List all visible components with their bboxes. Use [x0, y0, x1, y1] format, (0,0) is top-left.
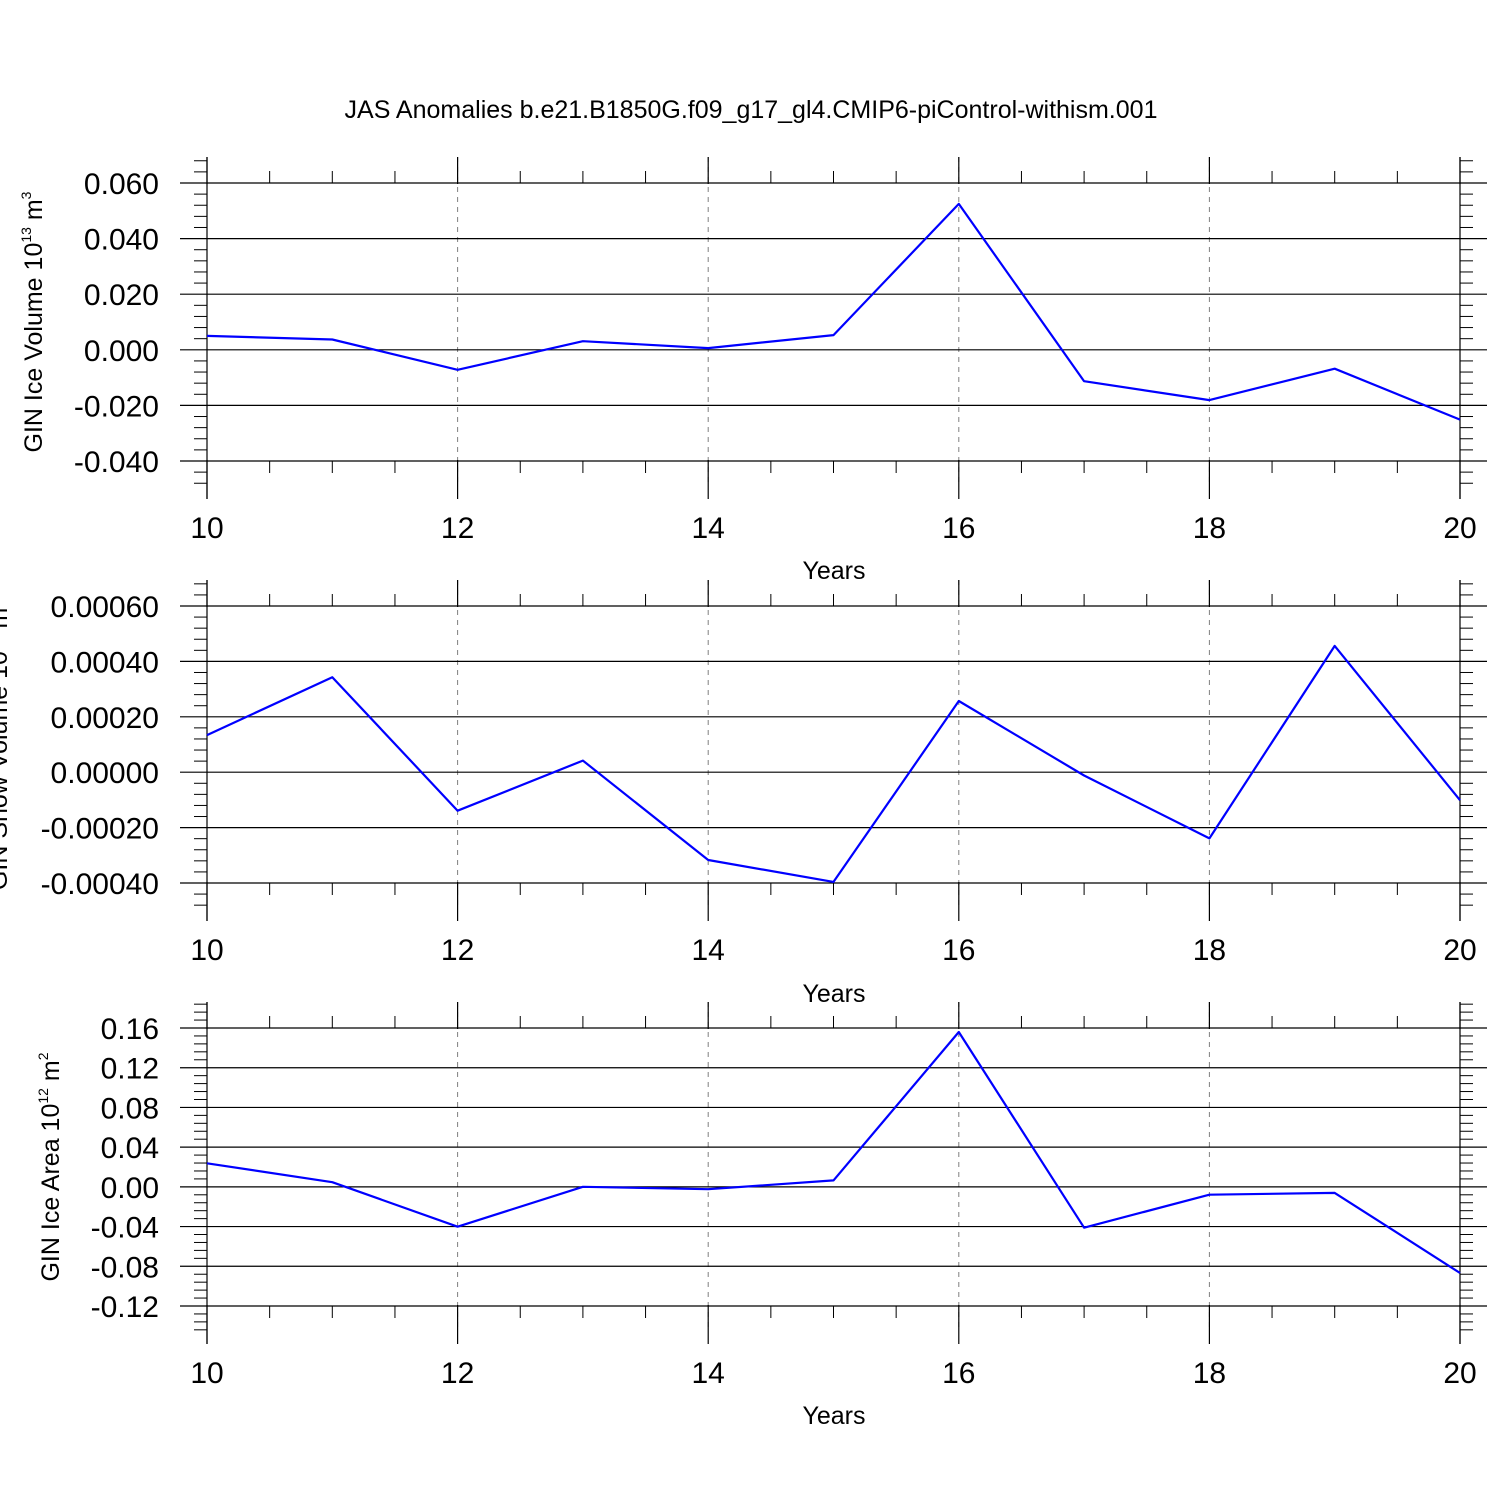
y-axis-title: GIN Ice Area 1012 m2	[35, 1052, 65, 1281]
x-axis-title: Years	[802, 1402, 865, 1430]
y-axis-title: GIN Ice Volume 1013 m3	[18, 191, 48, 452]
y-tick-label: -0.00020	[41, 813, 159, 846]
x-tick-label: 14	[692, 934, 725, 967]
y-tick-label: 0.08	[101, 1092, 159, 1125]
x-tick-label: 10	[190, 512, 223, 545]
x-tick-label: 18	[1193, 512, 1226, 545]
x-tick-label: 16	[942, 512, 975, 545]
x-axis-title: Years	[802, 980, 865, 1008]
chart-panel-1: -0.040 -0.020 0.000 0.020 0.040 0.060 10 12 14 16…	[18, 157, 1487, 585]
x-tick-label: 20	[1443, 934, 1476, 967]
y-tick-label: -0.08	[91, 1251, 159, 1284]
y-tick-label: 0.04	[101, 1132, 159, 1165]
x-tick-label: 10	[190, 1357, 223, 1390]
y-tick-label: -0.12	[91, 1291, 159, 1324]
x-tick-label: 12	[441, 1357, 474, 1390]
figure-title: JAS Anomalies b.e21.B1850G.f09_g17_gl4.C…	[345, 96, 1158, 124]
chart-panels: -0.040 -0.020 0.000 0.020 0.040 0.060 10 12 14 16…	[0, 157, 1487, 1430]
x-tick-label: 18	[1193, 1357, 1226, 1390]
y-tick-label: -0.04	[91, 1212, 159, 1245]
x-tick-label: 18	[1193, 934, 1226, 967]
x-tick-label: 10	[190, 934, 223, 967]
x-tick-label: 12	[441, 934, 474, 967]
y-axis-title: GIN Snow Volume 1013 m3	[0, 600, 13, 890]
data-series-line	[206, 644, 1461, 884]
y-tick-label: 0.00040	[51, 646, 159, 679]
x-tick-label: 16	[942, 934, 975, 967]
y-tick-label: 0.000	[84, 335, 159, 368]
y-tick-label: -0.020	[74, 390, 159, 423]
y-tick-label: 0.00060	[51, 591, 159, 624]
x-tick-label: 20	[1443, 512, 1476, 545]
y-tick-label: 0.12	[101, 1053, 159, 1086]
chart-panel-3: -0.12 -0.08 -0.04 0.00 0.04 0.08 0.12 0.16 10 12 1…	[35, 1002, 1487, 1430]
x-tick-label: 20	[1443, 1357, 1476, 1390]
x-tick-label: 12	[441, 512, 474, 545]
data-series-line	[206, 1030, 1461, 1274]
y-tick-label: 0.040	[84, 224, 159, 257]
y-tick-label: 0.00000	[51, 757, 159, 790]
y-tick-label: 0.00	[101, 1172, 159, 1205]
y-tick-label: 0.060	[84, 168, 159, 201]
x-tick-label: 16	[942, 1357, 975, 1390]
x-axis-title: Years	[802, 557, 865, 585]
y-tick-label: -0.040	[74, 446, 159, 479]
y-tick-label: 0.16	[101, 1013, 159, 1046]
y-tick-label: 0.020	[84, 279, 159, 312]
data-series-line	[206, 202, 1461, 421]
y-tick-label: -0.00040	[41, 868, 159, 901]
chart-panel-2: -0.00040 -0.00020 0.00000 0.00020 0.00040 0.0…	[0, 580, 1487, 1008]
x-tick-label: 14	[692, 1357, 725, 1390]
x-tick-label: 14	[692, 512, 725, 545]
y-tick-label: 0.00020	[51, 702, 159, 735]
